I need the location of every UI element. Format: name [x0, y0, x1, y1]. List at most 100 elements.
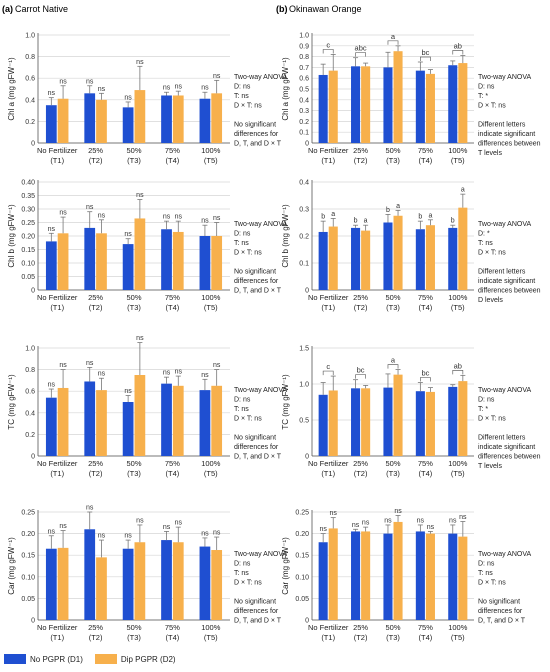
- chart-7-data-label: ns: [175, 520, 183, 527]
- chart-2-bar-d1: [383, 67, 393, 143]
- chart-2-category-label: (T1): [321, 156, 335, 165]
- chart-1-anova-note: D × T: ns: [234, 103, 262, 110]
- chart-4-bar-d2: [458, 207, 468, 290]
- chart-6-bar-d2: [328, 390, 338, 456]
- chart-1-data-label: ns: [175, 84, 183, 91]
- chart-5-ytick-label: 1.0: [25, 346, 35, 353]
- chart-3-ytick-label: 0.40: [21, 180, 35, 187]
- chart-4-anova-note: D × T: ns: [478, 250, 506, 257]
- chart-7-category-label: 75%: [165, 623, 180, 632]
- chart-5-category-label: 25%: [88, 459, 103, 468]
- chart-3-ytick-label: 0: [31, 288, 35, 295]
- chart-5-bar-d2: [134, 375, 146, 456]
- chart-8-category-label: (T5): [451, 633, 465, 642]
- legend-item-d1: No PGPR (D1): [4, 654, 83, 664]
- chart-6-anova-note: Two-way ANOVA: [478, 387, 531, 394]
- chart-6-anova-note: indicate significant: [478, 444, 535, 451]
- chart-1-data-label: ns: [86, 78, 94, 85]
- chart-3-y-axis-label: Chl b (mg gFW⁻¹): [7, 204, 16, 268]
- chart-8-anova-note: differences for: [478, 608, 523, 615]
- chart-2-group-letter: c: [326, 40, 330, 49]
- chart-2-ytick-label: 0.7: [299, 65, 309, 72]
- chart-6-category-label: (T4): [419, 469, 433, 478]
- chart-3-bar-d2: [96, 233, 107, 290]
- chart-8-bar-d1: [351, 531, 361, 620]
- chart-3-category-label: (T1): [50, 303, 64, 312]
- chart-2-category-label: (T2): [354, 156, 368, 165]
- chart-7-ytick-label: 0.15: [21, 553, 35, 560]
- chart-6-category-label: No Fertilizer: [308, 459, 349, 468]
- chart-1-data-label: ns: [201, 85, 209, 92]
- chart-5-anova-note: D × T: ns: [234, 416, 262, 423]
- chart-3-bar-d2: [57, 233, 69, 290]
- chart-7-bar-d1: [45, 548, 57, 620]
- chart-6-ytick-label: 1.5: [299, 346, 309, 353]
- chart-7-y-axis-label: Car (mg gFW⁻¹): [7, 537, 16, 595]
- chart-4-data-label: a: [461, 187, 465, 194]
- chart-1-bar-d1: [122, 107, 134, 143]
- chart-8-data-label: ns: [352, 522, 360, 529]
- chart-5-category-label: (T2): [89, 469, 103, 478]
- chart-1-category-label: (T3): [127, 156, 141, 165]
- chart-6-group-letter: bc: [421, 369, 429, 378]
- chart-2-category-label: (T5): [451, 156, 465, 165]
- chart-1-ytick-label: 0.4: [25, 97, 35, 104]
- chart-3-bar-d1: [161, 229, 172, 290]
- chart-1-bar-d1: [161, 95, 172, 143]
- chart-1-y-axis-label: Chl a (mg gFW⁻¹): [7, 57, 16, 121]
- chart-6-anova-note: T: *: [478, 406, 488, 413]
- chart-1-category-label: (T5): [204, 156, 218, 165]
- chart-8-bar-d1: [383, 533, 393, 620]
- chart-2-ytick-label: 0.4: [299, 97, 309, 104]
- panel-a-letter: (a): [2, 4, 13, 14]
- chart-4-category-label: (T3): [386, 303, 400, 312]
- chart-3-category-label: (T3): [127, 303, 141, 312]
- chart-6-anova-note: differences between: [478, 454, 541, 461]
- chart-1-ytick-label: 0.8: [25, 54, 35, 61]
- chart-5-bar-d2: [211, 385, 223, 456]
- panel-a-title: Carrot Native: [15, 4, 68, 14]
- chart-7-ytick-label: 0.25: [21, 510, 35, 517]
- chart-5-category-label: No Fertilizer: [37, 459, 78, 468]
- chart-5-category-label: (T5): [204, 469, 218, 478]
- chart-8-data-label: ns: [417, 517, 425, 524]
- chart-7-bar-d2: [96, 557, 107, 620]
- chart-6-group-letter: bc: [357, 366, 365, 375]
- chart-1-anova-note: D: ns: [234, 84, 251, 91]
- chart-3-data-label: ns: [48, 226, 56, 233]
- chart-7-bar-d1: [122, 548, 134, 620]
- chart-1-category-label: 75%: [165, 146, 180, 155]
- chart-2-anova-note: Two-way ANOVA: [478, 74, 531, 81]
- chart-1-data-label: ns: [59, 78, 67, 85]
- chart-7-data-label: ns: [163, 524, 171, 531]
- chart-7-anova-note: No significant: [234, 599, 276, 606]
- chart-7-bar-d2: [134, 542, 146, 620]
- chart-3-ytick-label: 0.35: [21, 193, 35, 200]
- chart-8-anova-note: D, T, and D × T: [478, 618, 526, 625]
- chart-6-ytick-label: 0.5: [299, 418, 309, 425]
- legend-swatch-d1: [4, 654, 26, 664]
- legend-swatch-d2: [94, 654, 117, 664]
- chart-5-category-label: 50%: [126, 459, 141, 468]
- chart-2-significance-bracket: [420, 56, 431, 61]
- chart-4-category-label: 100%: [448, 293, 468, 302]
- chart-4-category-label: 75%: [418, 293, 433, 302]
- chart-2-category-label: 75%: [418, 146, 433, 155]
- chart-3-anova-note: No significant: [234, 269, 276, 276]
- chart-4-ytick-label: 0: [305, 288, 309, 295]
- chart-2-group-letter: a: [391, 32, 396, 41]
- chart-7-data-label: ns: [124, 533, 132, 540]
- chart-6-category-label: 25%: [353, 459, 368, 468]
- chart-5-anova-note: D: ns: [234, 397, 251, 404]
- chart-2-bar-d1: [415, 70, 425, 143]
- chart-5-ytick-label: 0.6: [25, 389, 35, 396]
- chart-5-category-label: (T1): [50, 469, 64, 478]
- chart-3-category-label: (T2): [89, 303, 103, 312]
- chart-4-category-label: (T2): [354, 303, 368, 312]
- chart-6-group-letter: ab: [454, 361, 462, 370]
- chart-1-data-label: ns: [136, 59, 144, 66]
- chart-8-category-label: (T4): [419, 633, 433, 642]
- chart-1-category-label: 50%: [126, 146, 141, 155]
- chart-3-bar-d1: [199, 236, 211, 290]
- chart-5-data-label: ns: [124, 388, 132, 395]
